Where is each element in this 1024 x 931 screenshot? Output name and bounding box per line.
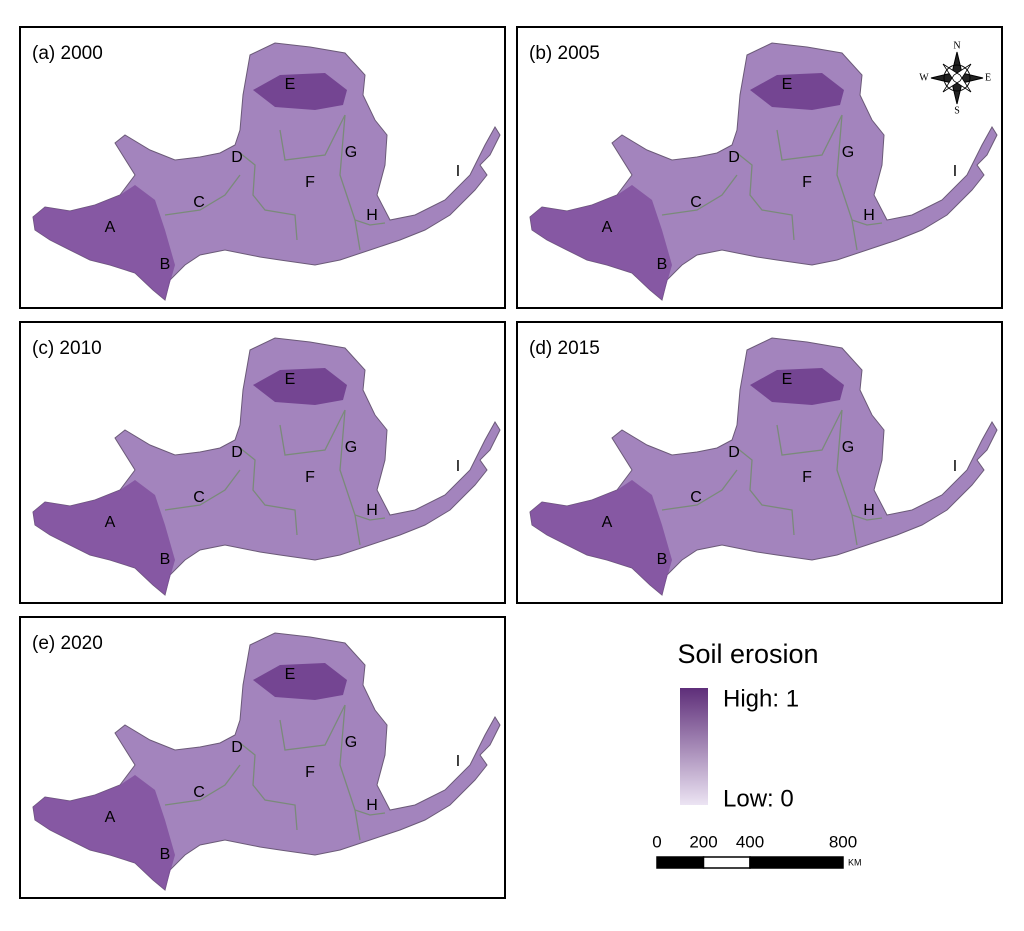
region-label: H xyxy=(366,207,378,224)
region-label: H xyxy=(366,502,378,519)
high-erosion-area xyxy=(33,775,175,890)
map-panel: (d) 2015 A B C D E F G H I xyxy=(516,321,1003,604)
compass-letter: S xyxy=(954,105,960,116)
region-boundary xyxy=(661,114,883,251)
region-label: C xyxy=(690,489,702,506)
region-label: E xyxy=(285,666,296,683)
scale-tick-label: 400 xyxy=(736,832,764,851)
panel-label: (d) 2015 xyxy=(529,338,600,359)
region-label: D xyxy=(231,444,243,461)
region-boundary xyxy=(164,114,386,251)
legend-low: Low: 0 xyxy=(723,785,794,812)
map xyxy=(32,337,501,596)
region-label: I xyxy=(456,753,460,770)
scale-tick-label: 800 xyxy=(829,832,857,851)
map xyxy=(32,632,501,891)
map xyxy=(529,42,998,301)
high-erosion-area xyxy=(33,185,175,300)
region-boundary xyxy=(164,704,386,841)
region-label: F xyxy=(802,174,812,191)
region-label: A xyxy=(602,219,613,236)
region-label: C xyxy=(193,784,205,801)
region-label: F xyxy=(305,174,315,191)
scale-segment xyxy=(702,856,751,869)
region-label: C xyxy=(193,489,205,506)
region-label: C xyxy=(193,194,205,211)
compass-letter: E xyxy=(985,72,991,83)
high-erosion-area xyxy=(33,480,175,595)
compass-letter: W xyxy=(919,72,929,83)
legend-high: High: 1 xyxy=(723,685,799,712)
region-label: I xyxy=(456,458,460,475)
map xyxy=(32,42,501,301)
region-label: B xyxy=(160,551,171,568)
high-erosion-area xyxy=(253,368,347,405)
high-erosion-area xyxy=(530,185,672,300)
compass-ring xyxy=(943,64,971,92)
region-label: D xyxy=(231,149,243,166)
region-label: I xyxy=(953,458,957,475)
region-label: E xyxy=(782,76,793,93)
scale-segment xyxy=(749,856,844,869)
region-label: G xyxy=(345,734,357,751)
panel-label: (b) 2005 xyxy=(529,43,600,64)
map xyxy=(529,337,998,596)
region-boundary xyxy=(661,409,883,546)
scale-tick-label: 200 xyxy=(689,832,717,851)
region-label: B xyxy=(657,551,668,568)
region-label: C xyxy=(690,194,702,211)
region-label: F xyxy=(305,764,315,781)
high-erosion-area xyxy=(750,73,844,110)
region-label: G xyxy=(345,144,357,161)
high-erosion-area xyxy=(750,368,844,405)
map-panel: (a) 2000 A B C D E F G H I xyxy=(19,26,506,309)
compass: N S W E xyxy=(919,40,991,116)
region-label: B xyxy=(657,256,668,273)
legend-ramp xyxy=(680,688,708,805)
region-label: D xyxy=(728,149,740,166)
scale-tick-label: 0 xyxy=(652,832,661,851)
map-panel: (c) 2010 A B C D E F G H I xyxy=(19,321,506,604)
scale-unit: KM xyxy=(848,857,862,867)
panel-label: (e) 2020 xyxy=(32,633,103,654)
map-panel: (e) 2020 A B C D E F G H I xyxy=(19,616,506,899)
high-erosion-area xyxy=(530,480,672,595)
region-label: F xyxy=(305,469,315,486)
legend-title: Soil erosion xyxy=(677,639,818,669)
region-label: D xyxy=(728,444,740,461)
scale-segment xyxy=(656,856,705,869)
compass-letter: N xyxy=(953,40,960,51)
region-label: A xyxy=(105,514,116,531)
region-label: H xyxy=(863,207,875,224)
region-label: I xyxy=(456,163,460,180)
region-label: B xyxy=(160,846,171,863)
region-label: E xyxy=(782,371,793,388)
region-label: A xyxy=(602,514,613,531)
region-label: G xyxy=(842,144,854,161)
region-label: A xyxy=(105,809,116,826)
region-label: E xyxy=(285,76,296,93)
map-panel: (b) 2005 A B C D E F G H I xyxy=(516,26,1003,309)
region-label: I xyxy=(953,163,957,180)
region-label: B xyxy=(160,256,171,273)
region-label: A xyxy=(105,219,116,236)
panel-label: (a) 2000 xyxy=(32,43,103,64)
region-label: H xyxy=(366,797,378,814)
region-boundary xyxy=(164,409,386,546)
high-erosion-area xyxy=(253,73,347,110)
region-label: G xyxy=(345,439,357,456)
region-label: F xyxy=(802,469,812,486)
region-label: E xyxy=(285,371,296,388)
region-label: D xyxy=(231,739,243,756)
compass-rose xyxy=(942,63,972,93)
region-label: H xyxy=(863,502,875,519)
region-label: G xyxy=(842,439,854,456)
high-erosion-area xyxy=(253,663,347,700)
panel-label: (c) 2010 xyxy=(32,338,102,359)
